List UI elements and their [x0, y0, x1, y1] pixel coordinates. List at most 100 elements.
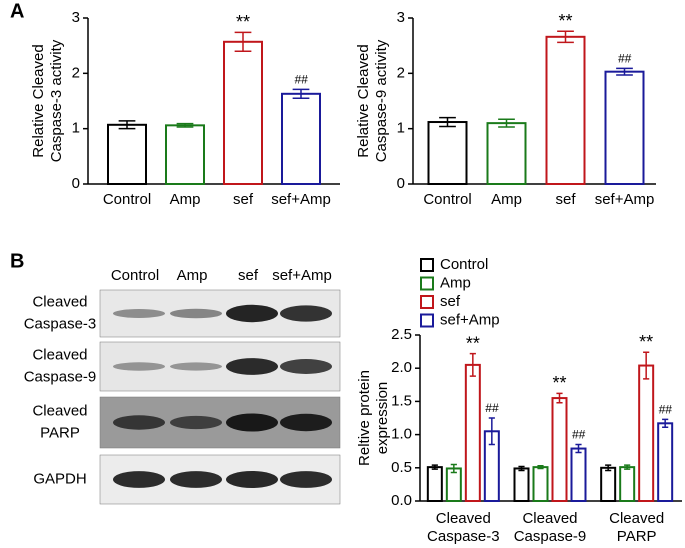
- legend-label: Control: [440, 256, 488, 273]
- row-label: Caspase-9: [24, 368, 97, 385]
- y-axis-label: Caspase-3 activity: [48, 39, 65, 162]
- chart: 0 1 2 3 Relative Cleaved Caspase-3 activity Co…: [30, 9, 340, 208]
- bar: [281, 92, 321, 185]
- y-axis-label: Relative Cleaved: [30, 44, 47, 157]
- x-tick-label: sef: [555, 191, 576, 208]
- x-tick-label: Cleaved: [609, 510, 664, 527]
- y-tick-label: 2: [397, 64, 405, 81]
- row-label: Cleaved: [32, 402, 87, 419]
- error-bar: [450, 463, 457, 474]
- bar: [532, 466, 549, 502]
- blot-band: [280, 359, 332, 374]
- legend-label: sef+Amp: [440, 311, 500, 328]
- blot-band: [113, 362, 165, 371]
- annotation: ##: [294, 73, 308, 87]
- error-bar: [643, 351, 650, 380]
- y-tick-label: 3: [397, 9, 405, 26]
- bar: [464, 363, 481, 502]
- bar: [427, 121, 468, 185]
- western-blot: Control Amp sef sef+Amp Cleaved Caspase-3 Clea…: [24, 267, 341, 505]
- x-tick-label: Amp: [491, 191, 522, 208]
- y-tick-label: 2.5: [391, 326, 412, 343]
- error-bar: [557, 30, 574, 44]
- error-bar: [292, 88, 310, 99]
- y-axis-label: Relative Cleaved: [355, 44, 372, 157]
- error-bar: [431, 464, 438, 470]
- error-bar: [234, 31, 252, 52]
- bar: [657, 422, 674, 503]
- bar: [600, 466, 617, 502]
- annotation: **: [639, 332, 653, 352]
- bar: [486, 122, 527, 185]
- error-bar: [616, 67, 633, 76]
- lane-label: sef: [238, 267, 259, 284]
- row-label: PARP: [40, 424, 80, 441]
- blot-band: [170, 471, 222, 488]
- bar: [638, 364, 655, 502]
- bar: [545, 35, 586, 185]
- blot-band: [226, 304, 278, 323]
- y-tick-label: 1.0: [391, 426, 412, 443]
- panel-label: A: [10, 0, 24, 22]
- legend-label: sef: [440, 293, 461, 310]
- error-bar: [118, 120, 136, 130]
- chart: 0 1 2 3 Relative Cleaved Caspase-9 activity Co…: [355, 9, 656, 208]
- y-tick-label: 0.5: [391, 459, 412, 476]
- annotation: ##: [572, 428, 586, 442]
- blot-band: [226, 470, 278, 489]
- error-bar: [518, 465, 525, 472]
- bar: [570, 447, 587, 503]
- row-label: Cleaved: [32, 346, 87, 363]
- error-bar: [537, 465, 544, 470]
- annotation: ##: [618, 52, 632, 66]
- error-bar: [556, 392, 563, 404]
- legend-swatch: [420, 276, 434, 291]
- blot-band: [113, 471, 165, 488]
- annotation: **: [466, 333, 480, 353]
- lane-label: Amp: [177, 267, 208, 284]
- legend-swatch: [420, 258, 434, 272]
- blot-band: [280, 413, 332, 432]
- blot-band: [226, 358, 278, 375]
- annotation: ##: [658, 402, 672, 416]
- lane-label: sef+Amp: [272, 267, 332, 284]
- row-label: Cleaved: [32, 293, 87, 310]
- bar: [551, 397, 568, 502]
- blot-band: [170, 362, 222, 371]
- x-tick-label: Cleaved: [522, 510, 577, 527]
- bar: [223, 40, 263, 185]
- y-tick-label: 3: [72, 9, 80, 26]
- x-tick-label: Control: [103, 191, 151, 208]
- x-tick-label: Amp: [170, 191, 201, 208]
- annotation: **: [236, 12, 250, 32]
- bar: [604, 70, 645, 185]
- error-bar: [176, 122, 194, 128]
- row-label: Caspase-3: [24, 315, 97, 332]
- blot-band: [226, 413, 278, 432]
- y-axis-label: expression: [374, 382, 391, 455]
- y-tick-label: 0: [72, 175, 80, 192]
- bar: [513, 467, 530, 502]
- x-tick-label: sef: [233, 191, 254, 208]
- blot-band: [113, 415, 165, 430]
- chart: 0.0 0.5 1.0 1.5 2.0 2.5 Reltive protein express…: [356, 256, 682, 545]
- annotation: **: [552, 373, 566, 393]
- y-tick-label: 1.5: [391, 392, 412, 409]
- error-bar: [605, 464, 612, 472]
- error-bar: [488, 417, 495, 446]
- x-tick-label: sef+Amp: [595, 191, 655, 208]
- x-tick-label: PARP: [617, 528, 657, 545]
- bar: [619, 466, 636, 502]
- y-tick-label: 1: [72, 120, 80, 137]
- legend-swatch: [420, 313, 434, 328]
- y-tick-label: 2.0: [391, 359, 412, 376]
- lane-label: Control: [111, 267, 159, 284]
- bar: [445, 467, 462, 502]
- x-tick-label: Cleaved: [436, 510, 491, 527]
- x-tick-label: Caspase-9: [514, 528, 587, 545]
- bar: [426, 466, 443, 502]
- error-bar: [624, 464, 631, 470]
- bar: [107, 123, 147, 185]
- row-label: GAPDH: [33, 470, 86, 487]
